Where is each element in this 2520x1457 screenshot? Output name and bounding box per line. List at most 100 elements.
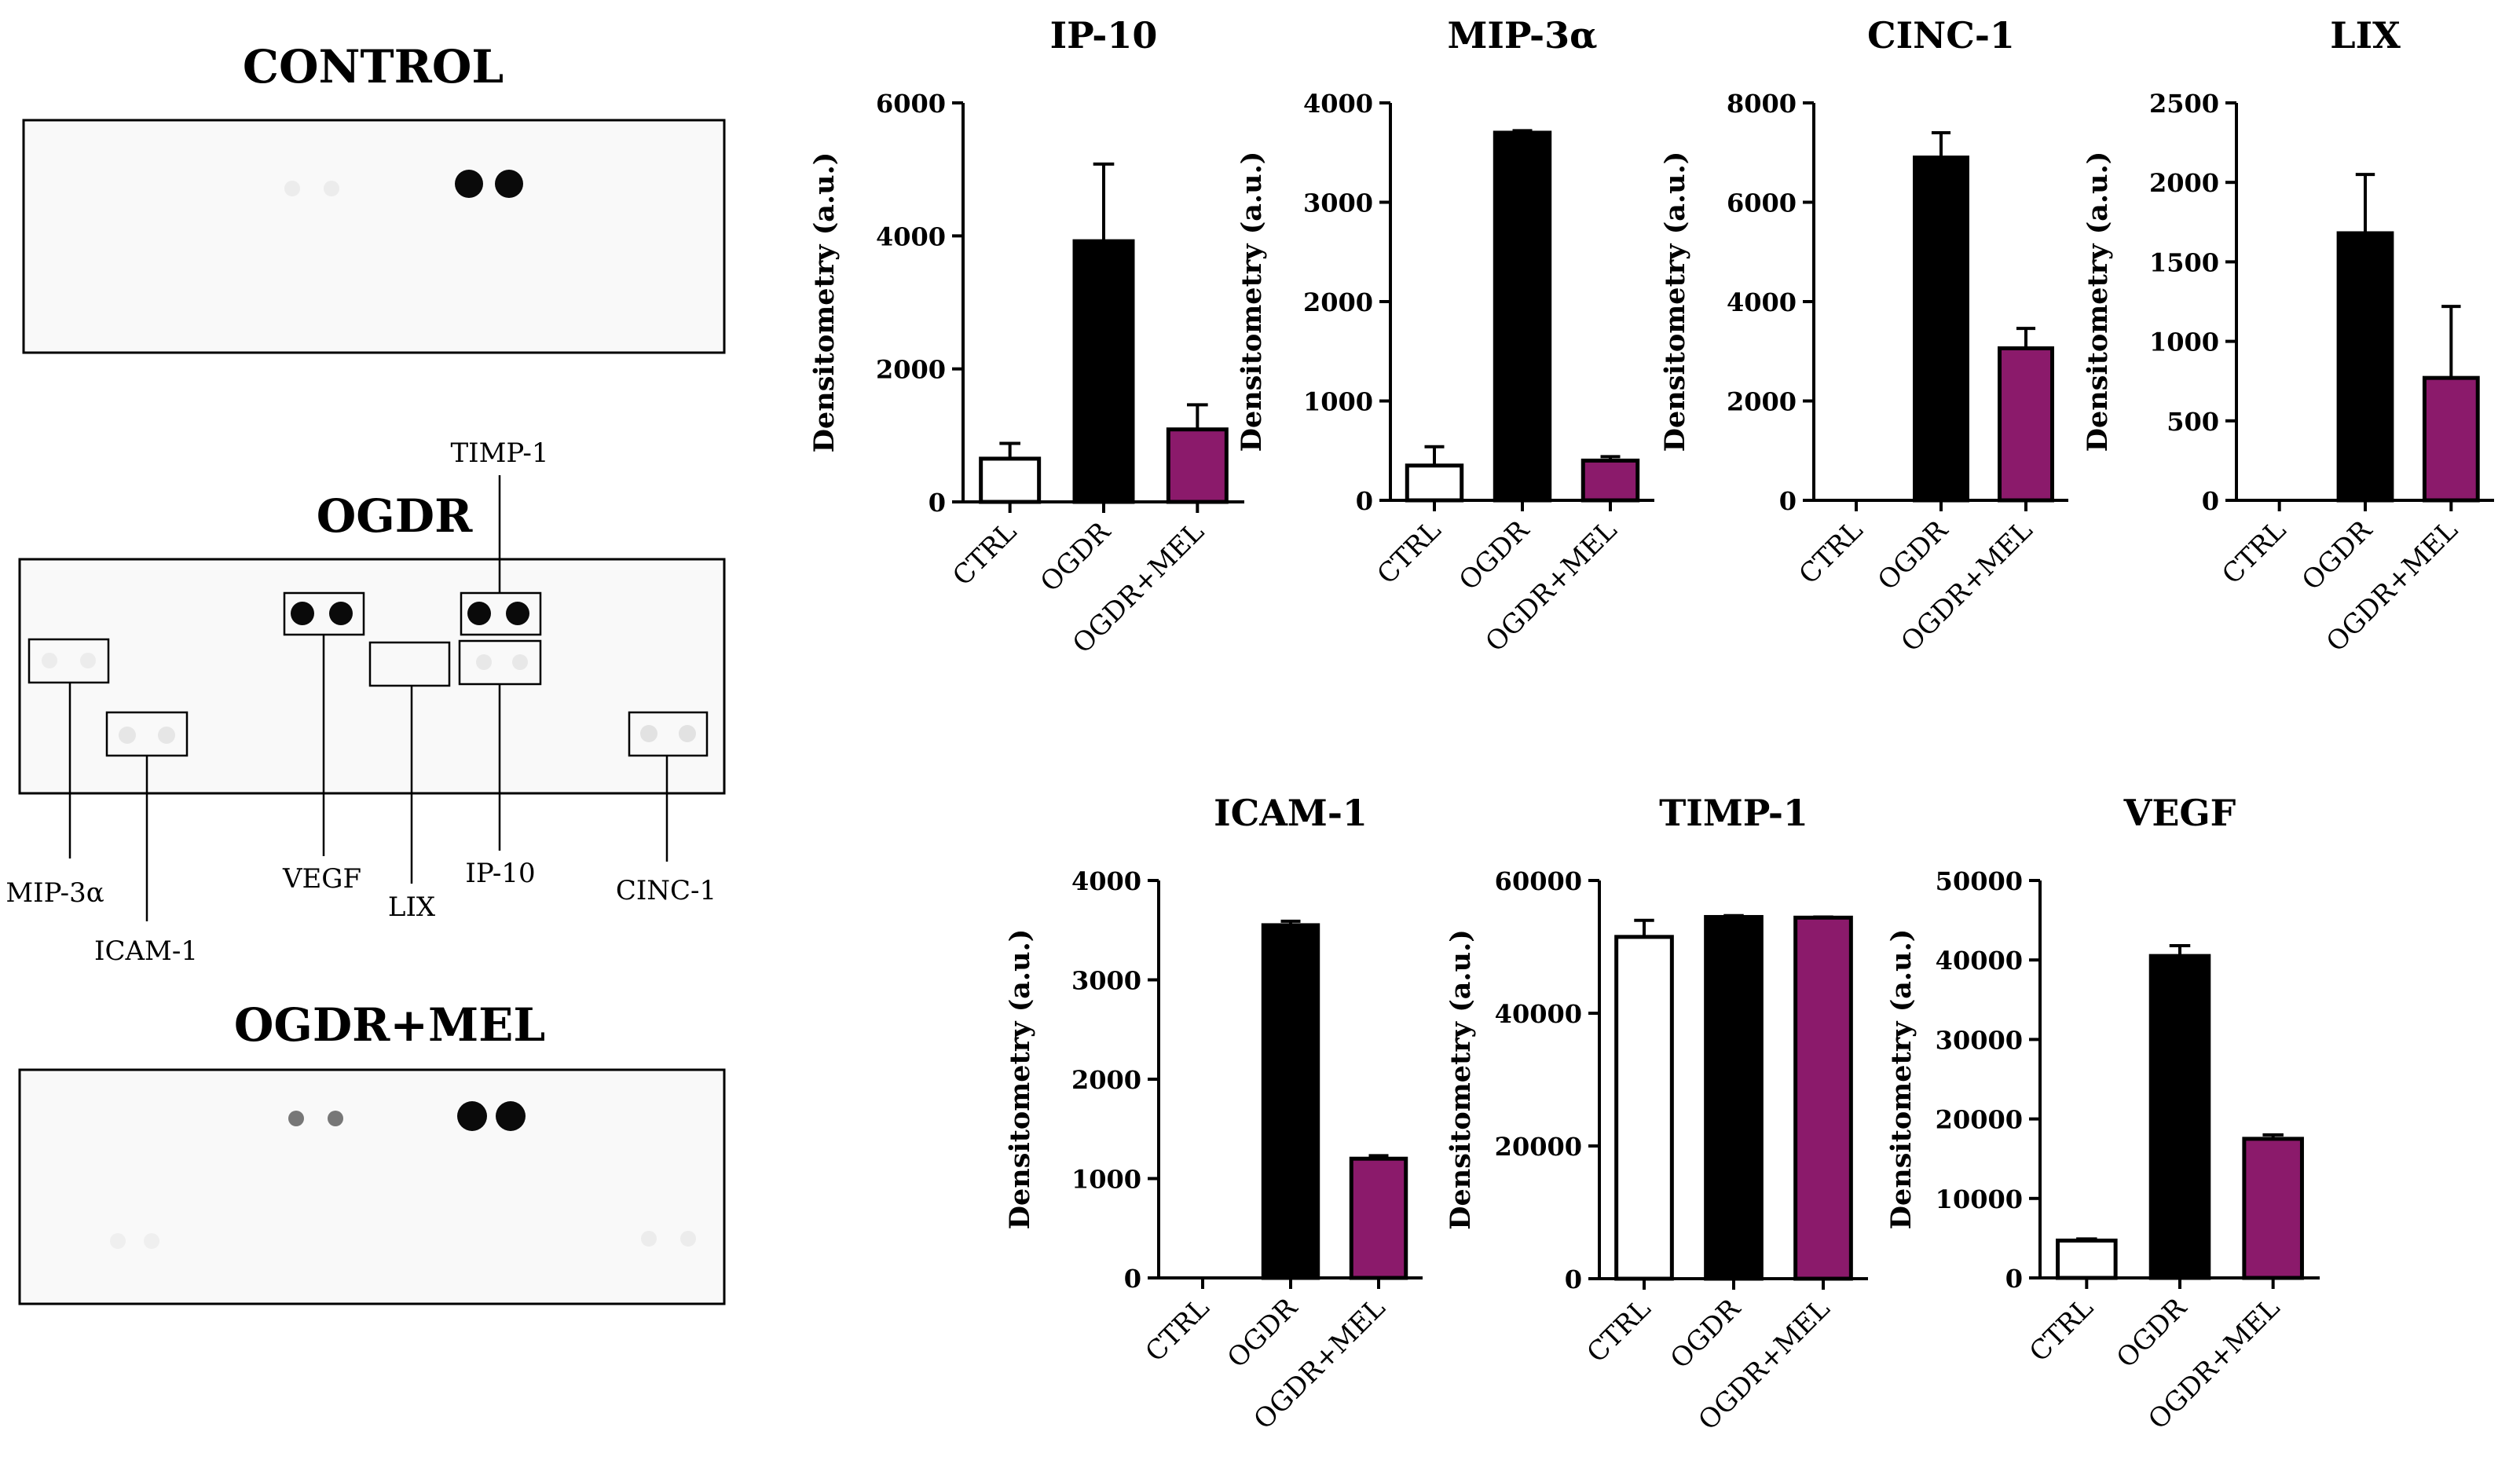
y-tick-label: 20000	[1936, 1105, 2023, 1135]
chart-title: TIMP-1	[1659, 792, 1808, 834]
ogdr-spot	[80, 653, 96, 668]
y-tick-label: 2500	[2149, 89, 2219, 119]
control-spot	[324, 181, 339, 196]
chart-mip-3: MIP-3α 0 1000 2000 3000 4000 Densitometry (a.u…	[1236, 14, 1654, 658]
mel-spot	[144, 1233, 159, 1249]
y-tick-label: 30000	[1936, 1025, 2023, 1055]
callout-lix: LIX	[388, 891, 436, 923]
bar-ogdr	[1913, 156, 1969, 503]
x-tick-label: OGDR	[1035, 515, 1118, 599]
y-tick-label: 0	[929, 488, 946, 518]
mel-spot-timp1	[496, 1101, 526, 1131]
y-tick-label: 4000	[1303, 89, 1373, 119]
y-tick-label: 2000	[876, 355, 946, 385]
y-axis-label: Densitometry (a.u.)	[1236, 152, 1268, 452]
x-tick-label: CTRL	[1372, 514, 1448, 591]
callout-icam1: ICAM-1	[94, 935, 198, 967]
y-tick-label: 0	[2005, 1264, 2023, 1294]
bar-ogdr	[2148, 954, 2211, 1280]
mel-spot	[110, 1233, 126, 1249]
bar-ogdr-mel	[2242, 1137, 2304, 1280]
control-spot-timp1	[495, 170, 523, 198]
y-axis-label: Densitometry (a.u.)	[1659, 152, 1691, 452]
mel-spot-vegf	[288, 1111, 304, 1126]
ogdr-spot-timp1	[467, 602, 491, 625]
chart-title: IP-10	[1050, 14, 1158, 57]
ogdr-box-cinc1	[628, 711, 709, 757]
x-tick-label: CTRL	[2024, 1292, 2100, 1368]
x-tick-label: OGDR	[1872, 514, 1955, 597]
y-axis-label: Densitometry (a.u.)	[1445, 929, 1477, 1230]
x-tick-label: OGDR	[1665, 1292, 1748, 1375]
callout-ip10: IP-10	[465, 858, 535, 889]
mel-array-panel: OGDR+MEL	[18, 998, 726, 1305]
y-tick-label: 1000	[1071, 1165, 1141, 1195]
callout-cinc1: CINC-1	[616, 875, 716, 906]
ogdr-spot	[476, 654, 492, 670]
y-tick-label: 3000	[1071, 966, 1141, 996]
ogdr-membrane	[18, 558, 726, 795]
callout-mip3a: MIP-3α	[5, 877, 104, 909]
mel-spot-vegf	[328, 1111, 343, 1126]
y-axis-label: Densitometry (a.u.)	[2082, 152, 2114, 452]
control-spot	[284, 181, 300, 196]
y-tick-label: 4000	[876, 221, 946, 251]
chart-title: VEGF	[2123, 792, 2236, 834]
ogdr-spot-vegf	[329, 602, 353, 625]
chart-title: ICAM-1	[1214, 792, 1368, 834]
chart-title: MIP-3α	[1447, 14, 1597, 57]
x-tick-label: OGDR	[1222, 1291, 1305, 1375]
chart-lix: LIX 0 500 1000 1500 2000 2500 Densitometry (a.u…	[2082, 14, 2494, 658]
ogdr-spot	[512, 654, 528, 670]
y-tick-label: 1000	[1303, 387, 1373, 417]
y-tick-label: 500	[2167, 407, 2219, 437]
ogdr-box-mip3a	[27, 638, 110, 684]
y-tick-label: 50000	[1936, 866, 2023, 896]
y-tick-label: 40000	[1936, 946, 2023, 976]
y-tick-label: 3000	[1303, 189, 1373, 218]
y-tick-label: 2000	[1071, 1065, 1141, 1095]
x-tick-label: CTRL	[2216, 514, 2292, 591]
control-spot-timp1	[455, 170, 483, 198]
y-tick-label: 60000	[1495, 866, 1582, 896]
bar-ogdr-mel	[1166, 427, 1229, 504]
ogdr-spot-vegf	[291, 602, 314, 625]
bar-charts: IP-10 0 2000 4000 6000 Densitometry (a.u.) CTR…	[808, 14, 2494, 1437]
control-array-panel: CONTROL	[22, 40, 726, 354]
y-tick-label: 8000	[1727, 89, 1797, 119]
x-tick-label: CTRL	[947, 516, 1023, 592]
mel-spot	[680, 1231, 696, 1247]
y-tick-label: 2000	[1303, 287, 1373, 317]
chart-title: LIX	[2330, 14, 2401, 57]
bar-ogdr-mel	[2422, 375, 2480, 503]
y-tick-label: 6000	[876, 89, 946, 119]
y-tick-label: 6000	[1727, 189, 1797, 218]
y-tick-label: 4000	[1071, 866, 1141, 896]
y-tick-label: 1000	[2149, 328, 2219, 357]
y-tick-label: 0	[1779, 486, 1797, 516]
x-tick-label: OGDR	[2111, 1291, 2194, 1375]
x-tick-label: CTRL	[1793, 514, 1870, 591]
chart-icam-1: ICAM-1 0 1000 2000 3000 4000 Densitometry (a.u…	[1004, 792, 1423, 1436]
ogdr-spot	[679, 725, 696, 742]
y-axis-label: Densitometry (a.u.)	[1885, 929, 1917, 1230]
bar-ogdr	[1704, 914, 1764, 1281]
bar-ogdr	[2336, 231, 2394, 503]
y-tick-label: 0	[1356, 486, 1373, 516]
bar-ctrl	[1405, 463, 1464, 503]
control-membrane	[22, 119, 726, 354]
ogdr-array-panel: OGDR TIMP-1 MIP-3α ICAM-1 VEG	[5, 437, 726, 967]
y-tick-label: 2000	[2149, 168, 2219, 198]
y-tick-label: 0	[1124, 1264, 1141, 1294]
bar-ogdr	[1072, 239, 1135, 504]
mel-spot-timp1	[457, 1101, 487, 1131]
ogdr-spot	[158, 727, 175, 744]
ogdr-array-title: OGDR	[317, 489, 473, 543]
y-tick-label: 0	[2202, 486, 2219, 516]
bar-ogdr	[1261, 923, 1320, 1280]
y-axis-label: Densitometry (a.u.)	[1004, 929, 1036, 1230]
y-tick-label: 2000	[1727, 387, 1797, 417]
mel-array-title: OGDR+MEL	[234, 998, 545, 1052]
chart-vegf: VEGF 0 10000 20000 30000 40000 50000 Densitomet…	[1885, 792, 2320, 1436]
